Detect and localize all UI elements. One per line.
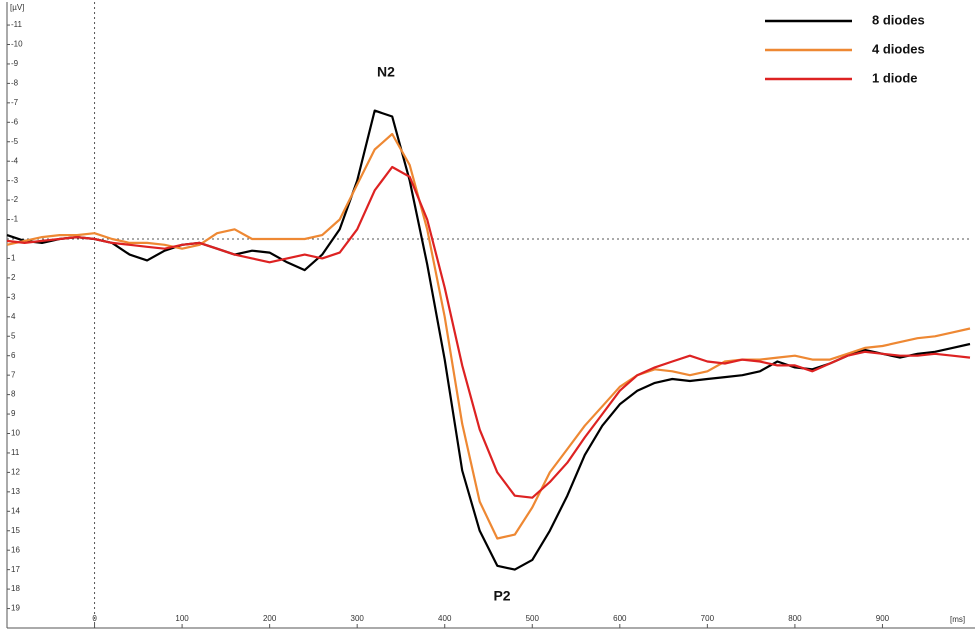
y-tick-label: 2 xyxy=(11,273,16,282)
x-tick-label: 100 xyxy=(175,614,189,623)
legend-label: 1 diode xyxy=(872,70,918,85)
y-tick-label: -8 xyxy=(11,79,19,88)
y-tick-label: 15 xyxy=(11,526,20,535)
annotation: P2 xyxy=(493,588,510,604)
y-tick-label: 6 xyxy=(11,351,16,360)
y-tick-label: 14 xyxy=(11,506,20,515)
annotation: N2 xyxy=(377,64,395,80)
y-tick-label: 7 xyxy=(11,370,16,379)
y-tick-label: 17 xyxy=(11,565,20,574)
series-line xyxy=(6,109,971,571)
y-tick-label: -5 xyxy=(11,137,19,146)
x-tick-label: 700 xyxy=(701,614,715,623)
y-tick-label: -6 xyxy=(11,117,19,126)
y-tick-label: -1 xyxy=(11,215,19,224)
y-tick-label: 1 xyxy=(11,254,16,263)
x-tick-label: 300 xyxy=(351,614,365,623)
y-tick-label: -9 xyxy=(11,59,19,68)
x-tick-label: 200 xyxy=(263,614,277,623)
y-tick-label: 5 xyxy=(11,331,16,340)
y-tick-label: 3 xyxy=(11,292,16,301)
legend-label: 4 diodes xyxy=(872,41,925,56)
x-tick-label: 500 xyxy=(526,614,540,623)
y-tick-label: -10 xyxy=(11,40,23,49)
y-tick-label: 8 xyxy=(11,390,16,399)
y-tick-label: -3 xyxy=(11,176,19,185)
y-tick-label: 13 xyxy=(11,487,20,496)
legend-label: 8 diodes xyxy=(872,12,925,27)
series-line xyxy=(6,165,971,499)
y-tick-label: -7 xyxy=(11,98,19,107)
x-tick-label: 900 xyxy=(876,614,890,623)
x-tick-label: 600 xyxy=(613,614,627,623)
y-tick-label: 4 xyxy=(11,312,16,321)
y-tick-label: 16 xyxy=(11,545,20,554)
y-tick-label: 10 xyxy=(11,429,20,438)
x-unit: [ms] xyxy=(950,615,965,624)
y-tick-label: 11 xyxy=(11,448,20,457)
y-unit: [µV] xyxy=(10,3,24,12)
y-tick-label: -4 xyxy=(11,156,19,165)
y-tick-label: 9 xyxy=(11,409,16,418)
x-tick-label: 400 xyxy=(438,614,452,623)
y-tick-label: -2 xyxy=(11,195,19,204)
y-tick-label: 18 xyxy=(11,584,20,593)
y-tick-label: 19 xyxy=(11,604,20,613)
y-tick-label: 12 xyxy=(11,468,20,477)
series-line xyxy=(6,132,971,540)
x-tick-label: 800 xyxy=(788,614,802,623)
y-tick-label: -11 xyxy=(11,20,23,29)
